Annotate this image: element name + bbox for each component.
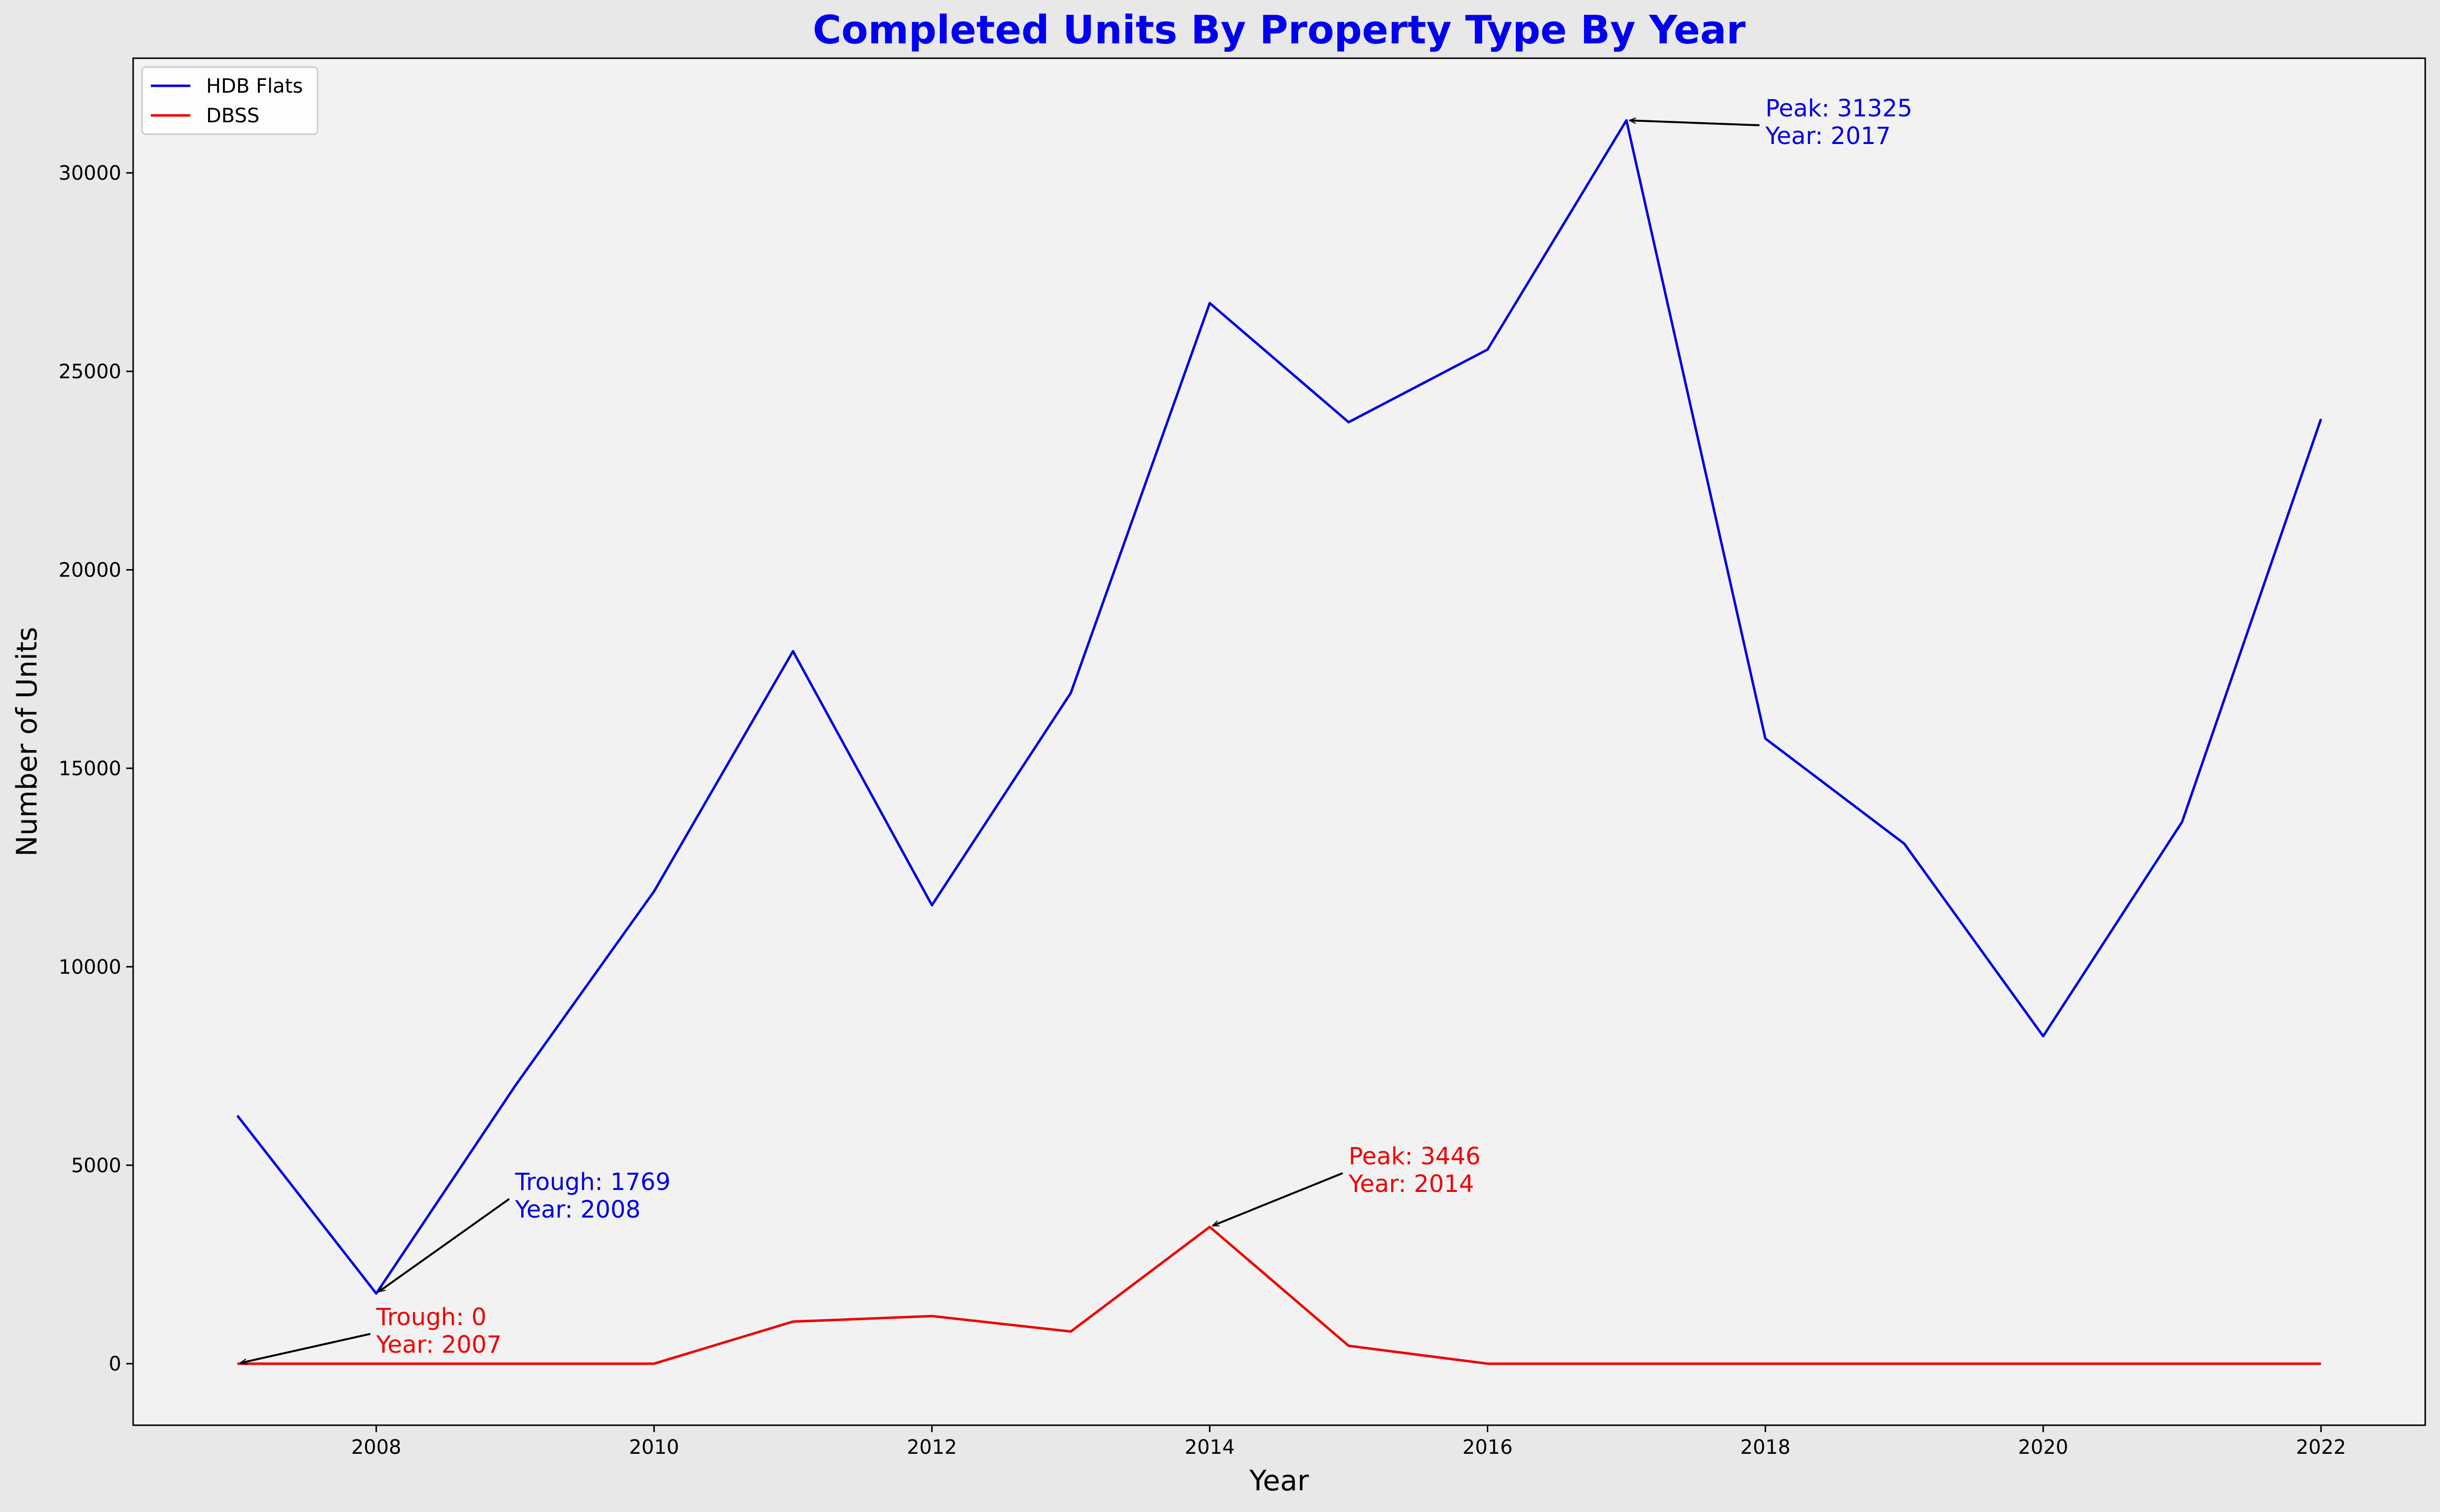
y-tick-label: 30000 [59,162,121,185]
y-tick-label: 0 [109,1353,121,1375]
y-tick-label: 15000 [59,757,121,780]
annotation-text: Trough: 0 Year: 2007 [376,1303,502,1359]
y-tick-label: 25000 [59,360,121,383]
x-tick-label: 2018 [1740,1436,1791,1459]
series-line-hdb-flats [236,119,2323,1295]
plot-area [133,58,2425,1425]
y-tick-label: 20000 [59,559,121,581]
x-tick-label: 2008 [351,1436,401,1459]
x-tick-label: 2016 [1463,1436,1513,1459]
annotation-line: Year: 2017 [1765,122,1891,150]
x-tick-label: 2014 [1184,1436,1235,1459]
legend-box [141,66,319,135]
y-axis-title: Number of Units [11,627,43,857]
annotation-line: Year: 2007 [376,1331,502,1359]
annotation-line: Peak: 31325 [1765,95,1912,122]
annotation-line: Year: 2014 [1348,1170,1474,1198]
legend-label: HDB Flats [206,75,303,98]
series-lines [236,119,2323,1365]
axis-ticks: 2008 2010 2012 2014 2016 2018 2020 2022 0 5000 100… [59,162,2346,1459]
x-tick-label: 2020 [2018,1436,2068,1459]
x-tick-label: 2012 [907,1436,957,1459]
annotation-arrow [240,1332,371,1363]
x-tick-label: 2010 [629,1436,679,1459]
annotation-line: Peak: 3446 [1349,1143,1481,1170]
y-tick-label: 10000 [59,956,121,978]
series-line-dbss [237,1225,2321,1365]
x-axis-title: Year [1249,1465,1309,1497]
legend: HDB Flats DBSS [141,66,319,135]
annotation-text: Peak: 31325 Year: 2017 [1765,95,1912,150]
x-tick-label: 2022 [2296,1436,2346,1459]
annotation-arrow [1213,1172,1343,1227]
legend-label: DBSS [206,105,259,127]
annotation-arrow [379,1198,510,1293]
plot-frame [132,57,2426,1426]
annotation-line: Trough: 0 [376,1303,487,1331]
annotation-text: Trough: 1769 Year: 2008 [515,1168,671,1224]
annotation-text: Peak: 3446 Year: 2014 [1348,1143,1481,1198]
annotation-arrow [1629,120,1760,126]
annotation-line: Trough: 1769 [515,1168,671,1196]
chart-title: Completed Units By Property Type By Year [813,7,1746,53]
y-tick-label: 5000 [71,1154,121,1177]
annotation-line: Year: 2008 [515,1196,641,1224]
